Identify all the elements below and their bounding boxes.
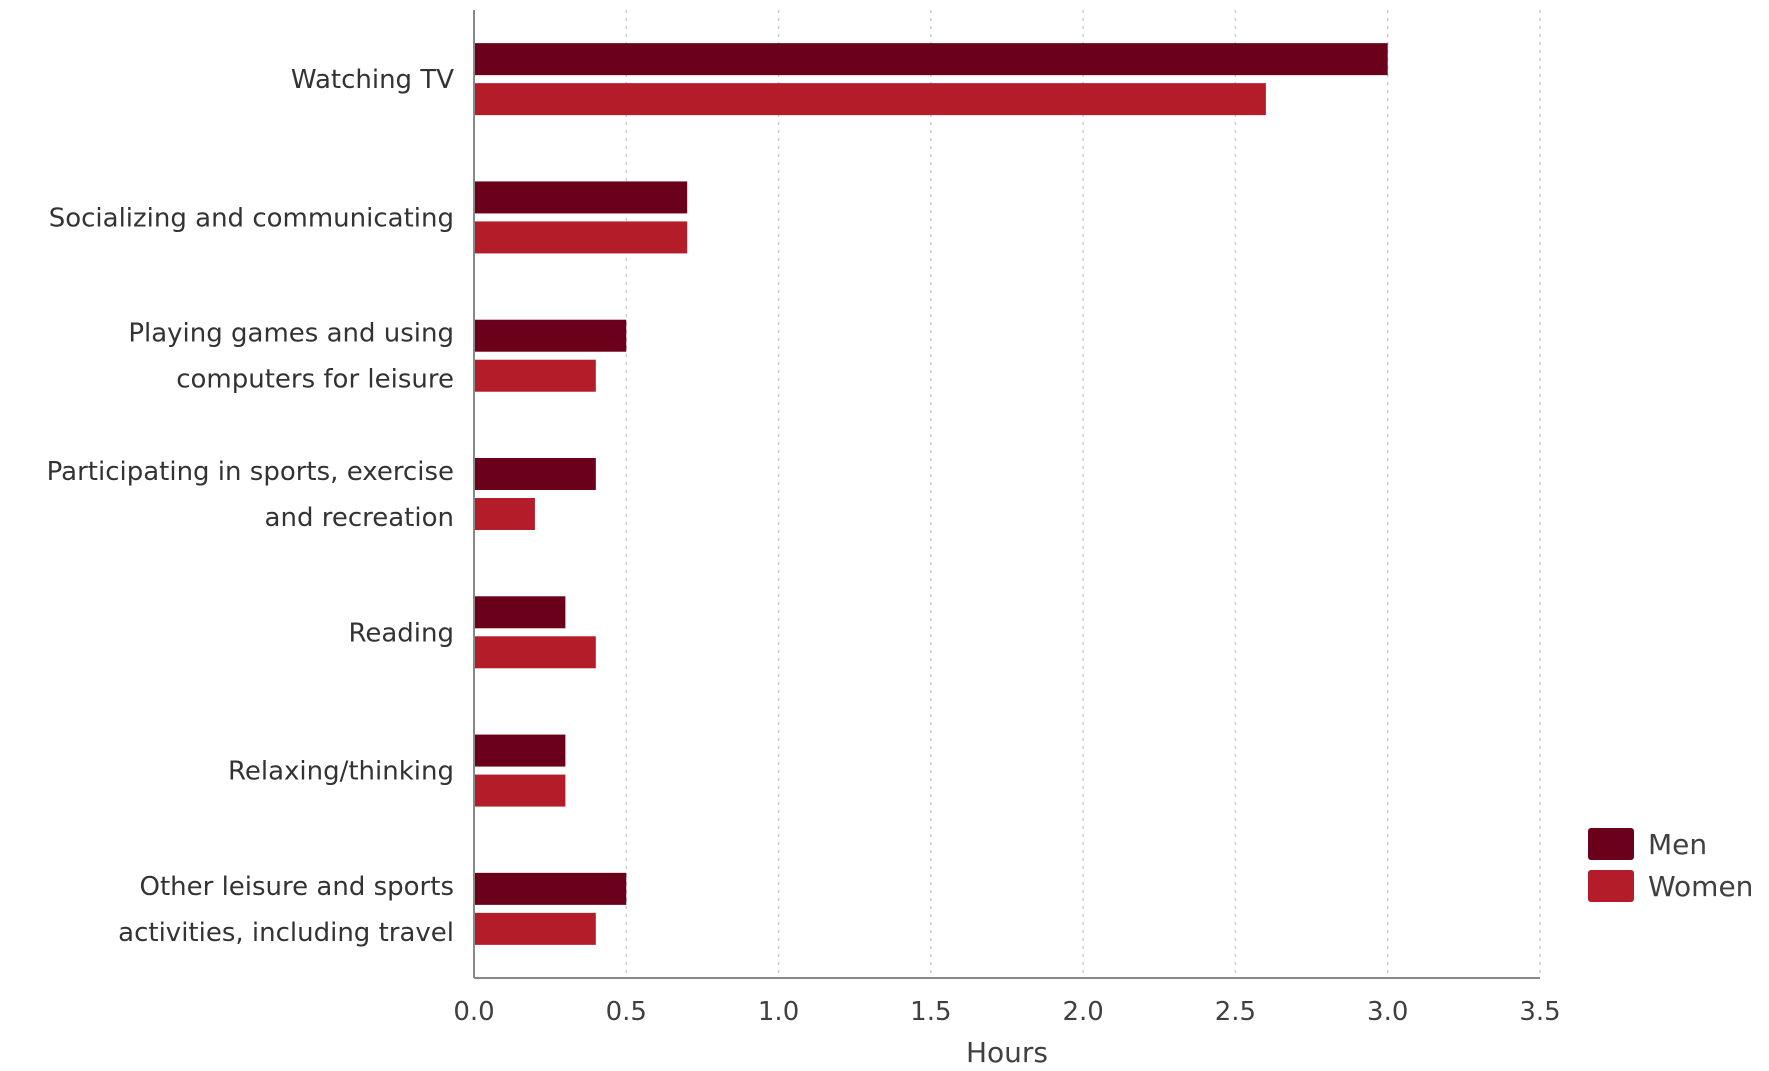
bar-men [475,319,627,352]
category-labels: Watching TV Socializing and communicating… [47,65,455,948]
gridlines [625,10,1541,978]
bar-men [475,181,688,214]
bar-women [475,359,596,392]
bar-men [475,734,566,767]
bar-men [475,596,566,629]
bar-women [475,83,1266,116]
category-label: Reading [348,618,454,648]
bar-women [475,636,596,669]
bar-women [475,221,688,254]
category-label: Playing games and using [128,319,454,349]
x-tick-label: 1.0 [758,997,799,1027]
x-tick-label: 2.5 [1215,997,1256,1027]
x-axis-title: Hours [966,1036,1048,1069]
bars [475,43,1388,945]
bar-men [475,43,1388,76]
bar-men [475,458,596,490]
category-label: Watching TV [291,65,454,95]
category-label: Other leisure and sports [139,872,454,902]
category-label: Relaxing/thinking [228,757,454,787]
category-label: and recreation [265,503,454,533]
bar-women [475,498,535,530]
bar-men [475,872,627,905]
legend-swatch-men [1588,828,1634,860]
legend-label-men: Men [1648,828,1707,861]
legend-swatch-women [1588,870,1634,902]
legend-label-women: Women [1648,870,1753,903]
x-tick-label: 3.5 [1519,997,1560,1027]
x-tick-label: 0.5 [606,997,647,1027]
legend: Men Women [1588,828,1753,903]
category-label: activities, including travel [118,918,454,948]
bar-women [475,912,596,945]
category-label: Participating in sports, exercise [47,457,454,487]
bar-women [475,774,566,807]
x-axis-ticks: 0.0 0.5 1.0 1.5 2.0 2.5 3.0 3.5 [453,997,1560,1027]
category-label: Socializing and communicating [49,203,454,233]
category-label: computers for leisure [176,365,454,395]
x-tick-label: 1.5 [910,997,951,1027]
x-tick-label: 0.0 [453,997,494,1027]
x-tick-label: 2.0 [1062,997,1103,1027]
x-tick-label: 3.0 [1367,997,1408,1027]
